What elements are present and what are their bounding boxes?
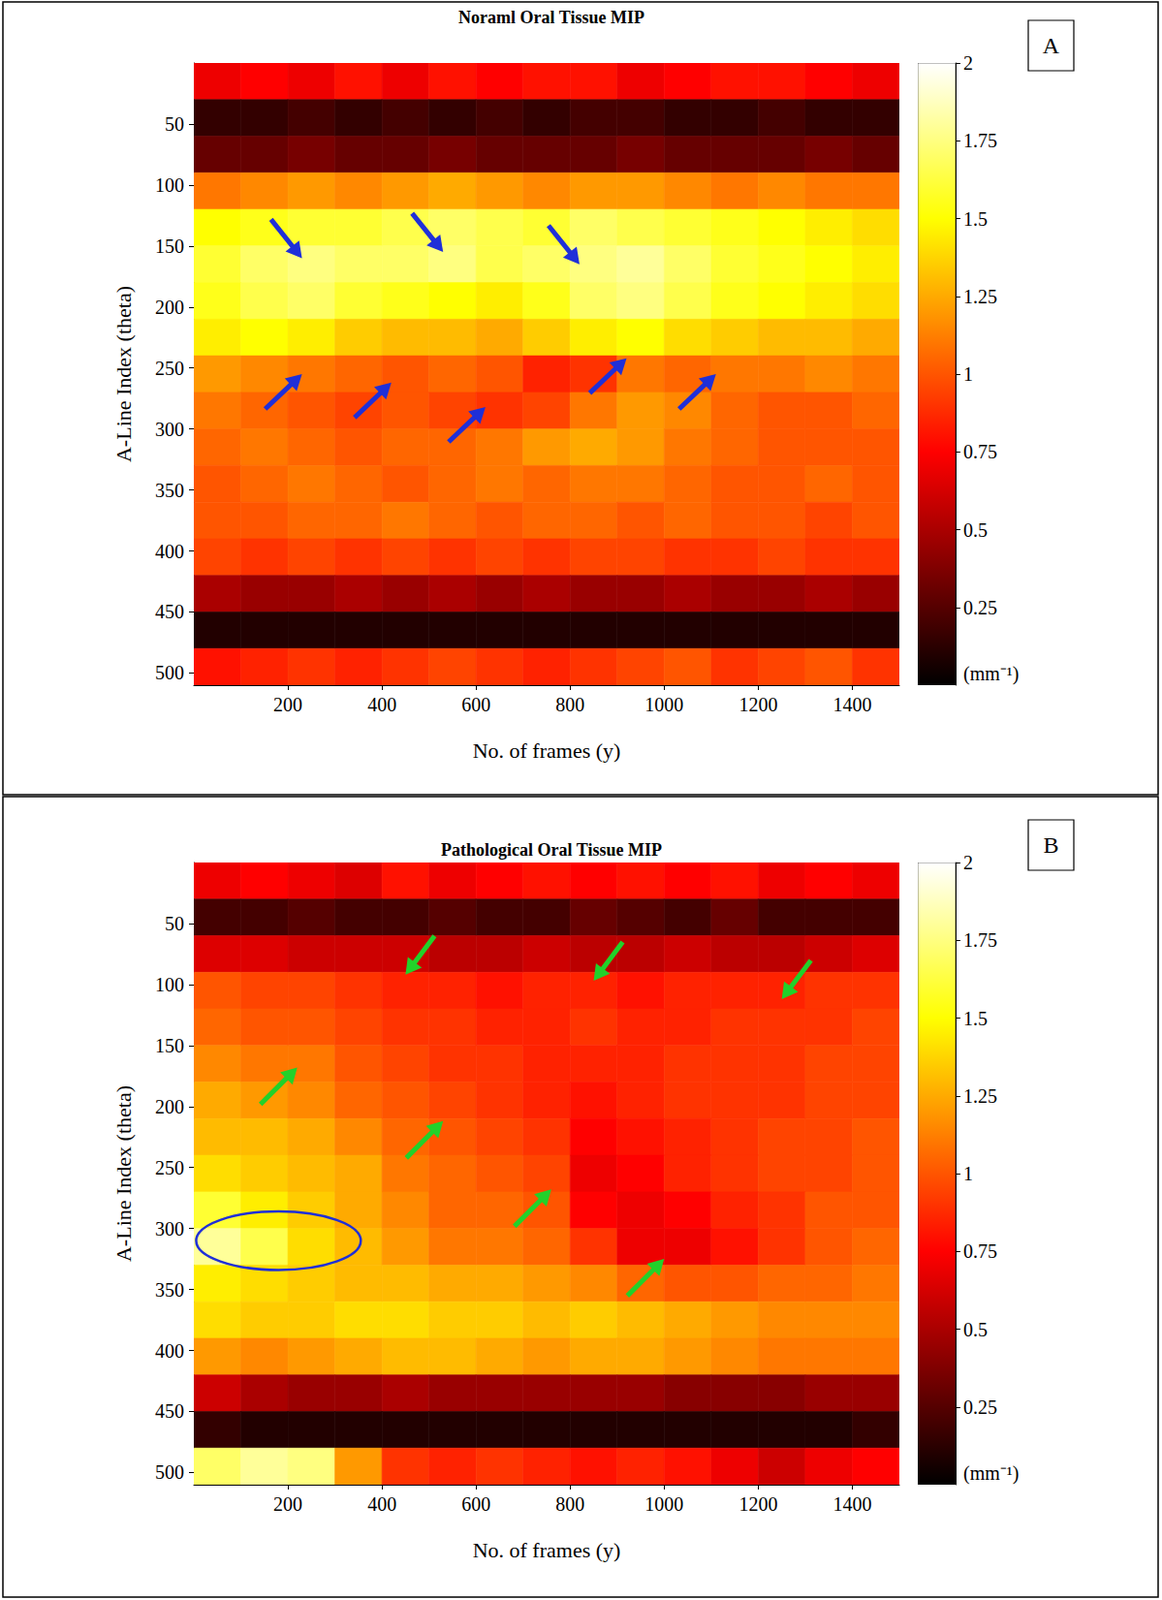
svg-text:200: 200 xyxy=(155,296,185,318)
svg-text:400: 400 xyxy=(155,1340,185,1362)
svg-text:400: 400 xyxy=(367,693,397,716)
svg-text:100: 100 xyxy=(155,973,185,996)
svg-text:600: 600 xyxy=(461,693,491,716)
svg-text:250: 250 xyxy=(155,1157,185,1179)
svg-text:1.25: 1.25 xyxy=(963,1085,998,1107)
svg-text:(mm⁻¹): (mm⁻¹) xyxy=(963,662,1019,686)
svg-text:1.5: 1.5 xyxy=(963,208,988,230)
svg-text:No. of frames (y): No. of frames (y) xyxy=(472,738,622,763)
svg-text:0.5: 0.5 xyxy=(963,519,988,541)
svg-text:2: 2 xyxy=(963,851,974,874)
svg-text:500: 500 xyxy=(155,661,185,684)
svg-text:300: 300 xyxy=(155,1218,185,1240)
svg-text:500: 500 xyxy=(155,1461,185,1483)
svg-text:450: 450 xyxy=(155,600,185,623)
svg-text:1000: 1000 xyxy=(644,693,684,716)
svg-text:1.75: 1.75 xyxy=(963,929,998,951)
svg-text:2: 2 xyxy=(963,52,974,74)
svg-text:200: 200 xyxy=(155,1096,185,1118)
svg-text:0.25: 0.25 xyxy=(963,1396,998,1418)
svg-text:100: 100 xyxy=(155,174,185,196)
svg-text:400: 400 xyxy=(367,1493,397,1515)
svg-text:150: 150 xyxy=(155,1035,185,1057)
svg-text:600: 600 xyxy=(461,1493,491,1515)
svg-text:200: 200 xyxy=(273,1493,303,1515)
svg-text:350: 350 xyxy=(155,479,185,502)
svg-text:1: 1 xyxy=(963,1162,974,1185)
svg-text:800: 800 xyxy=(555,1493,585,1515)
svg-text:300: 300 xyxy=(155,418,185,440)
svg-text:50: 50 xyxy=(164,912,185,935)
svg-text:0.75: 0.75 xyxy=(963,440,998,463)
svg-text:400: 400 xyxy=(155,540,185,563)
svg-text:250: 250 xyxy=(155,357,185,379)
svg-text:Noraml Oral Tissue MIP: Noraml Oral Tissue MIP xyxy=(458,7,645,28)
svg-text:0.25: 0.25 xyxy=(963,596,998,619)
svg-text:A-Line Index (theta): A-Line Index (theta) xyxy=(111,1085,136,1262)
svg-text:1.5: 1.5 xyxy=(963,1007,988,1030)
svg-text:350: 350 xyxy=(155,1279,185,1301)
svg-text:1000: 1000 xyxy=(644,1493,684,1515)
svg-text:0.75: 0.75 xyxy=(963,1240,998,1262)
svg-text:A: A xyxy=(1042,32,1061,59)
svg-text:(mm⁻¹): (mm⁻¹) xyxy=(963,1462,1019,1485)
svg-text:1.75: 1.75 xyxy=(963,129,998,152)
svg-text:150: 150 xyxy=(155,235,185,257)
svg-text:1: 1 xyxy=(963,363,974,385)
svg-text:450: 450 xyxy=(155,1400,185,1422)
svg-text:1200: 1200 xyxy=(738,1493,778,1515)
svg-text:B: B xyxy=(1042,832,1059,858)
svg-text:800: 800 xyxy=(555,693,585,716)
svg-text:1400: 1400 xyxy=(832,1493,872,1515)
svg-text:50: 50 xyxy=(164,113,185,135)
svg-text:1400: 1400 xyxy=(832,693,872,716)
svg-text:No. of frames (y): No. of frames (y) xyxy=(472,1538,622,1563)
svg-text:1200: 1200 xyxy=(738,693,778,716)
svg-text:0.5: 0.5 xyxy=(963,1319,988,1341)
svg-text:Pathological Oral Tissue MIP: Pathological Oral Tissue MIP xyxy=(440,840,662,860)
svg-text:A-Line Index (theta): A-Line Index (theta) xyxy=(111,285,136,463)
svg-text:1.25: 1.25 xyxy=(963,285,998,308)
svg-text:200: 200 xyxy=(273,693,303,716)
